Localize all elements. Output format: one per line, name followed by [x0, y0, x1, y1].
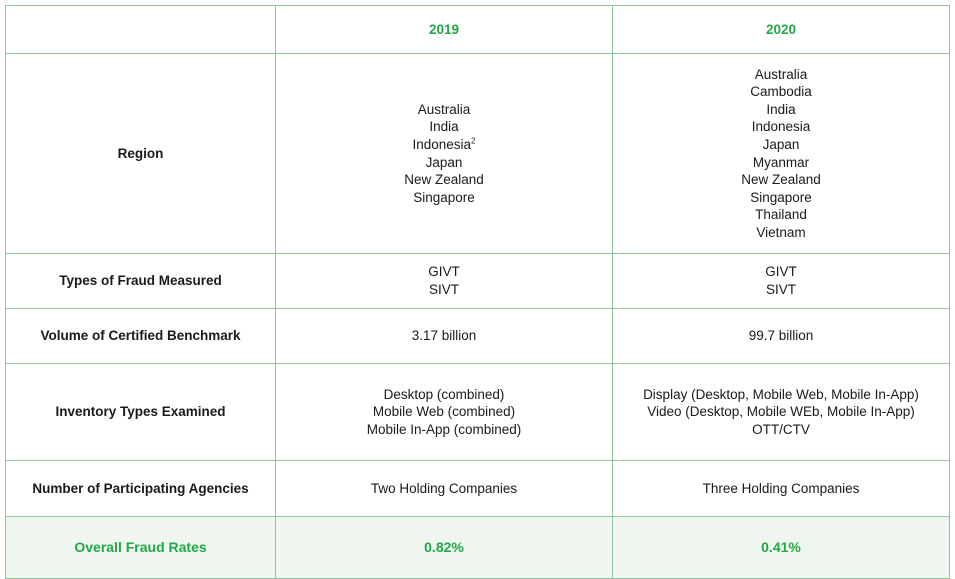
- agencies-row: Number of Participating Agencies Two Hol…: [5, 460, 950, 517]
- inventory-item: Video (Desktop, Mobile WEb, Mobile In-Ap…: [647, 404, 915, 420]
- fraud-types-label: Types of Fraud Measured: [5, 253, 276, 309]
- region-2020-item: Australia: [754, 66, 808, 82]
- footnote-marker: 2: [471, 136, 476, 146]
- column-header-2019: 2019: [275, 5, 613, 54]
- volume-2020-cell: 99.7 billion: [612, 308, 950, 364]
- region-2019-item: Japan: [425, 154, 463, 170]
- header-row: 2019 2020: [5, 5, 950, 54]
- region-2019-item: New Zealand: [404, 172, 484, 188]
- fraud-types-2019-cell: GIVT SIVT: [275, 253, 613, 309]
- overall-fraud-row: Overall Fraud Rates 0.82% 0.41%: [5, 516, 950, 579]
- volume-row: Volume of Certified Benchmark 3.17 billi…: [5, 308, 950, 364]
- region-2019-item: Australia: [417, 101, 471, 117]
- region-2020-cell: Australia Cambodia India Indonesia Japan…: [612, 53, 950, 254]
- region-row: Region Australia India Indonesia2 Japan …: [5, 53, 950, 254]
- region-2020-item: India: [766, 101, 796, 117]
- volume-2019-cell: 3.17 billion: [275, 308, 613, 364]
- region-2020-item: Singapore: [750, 189, 812, 205]
- inventory-item: Mobile In-App (combined): [366, 421, 522, 437]
- agencies-2019-cell: Two Holding Companies: [275, 460, 613, 517]
- region-2020-item: Indonesia: [751, 119, 811, 135]
- region-2019-item: India: [429, 119, 459, 135]
- inventory-2019-cell: Desktop (combined) Mobile Web (combined)…: [275, 363, 613, 461]
- inventory-2020-cell: Display (Desktop, Mobile Web, Mobile In-…: [612, 363, 950, 461]
- inventory-row: Inventory Types Examined Desktop (combin…: [5, 363, 950, 461]
- overall-fraud-2020-cell: 0.41%: [612, 516, 950, 579]
- region-2020-item: Vietnam: [756, 224, 806, 240]
- region-2019-item-indonesia: Indonesia2: [412, 136, 476, 152]
- inventory-label: Inventory Types Examined: [5, 363, 276, 461]
- agencies-label: Number of Participating Agencies: [5, 460, 276, 517]
- column-header-2020: 2020: [612, 5, 950, 54]
- region-2020-item: Thailand: [755, 207, 807, 223]
- overall-fraud-2019-cell: 0.82%: [275, 516, 613, 579]
- agencies-2020-cell: Three Holding Companies: [612, 460, 950, 517]
- fraud-type-item: SIVT: [428, 282, 459, 297]
- fraud-type-item: GIVT: [428, 264, 460, 280]
- fraud-type-item: GIVT: [765, 264, 797, 280]
- comparison-table: 2019 2020 Region Australia India Indones…: [5, 5, 950, 579]
- inventory-item: Display (Desktop, Mobile Web, Mobile In-…: [643, 386, 919, 402]
- region-2020-item: Japan: [762, 136, 800, 152]
- fraud-types-2020-cell: GIVT SIVT: [612, 253, 950, 309]
- region-2019-cell: Australia India Indonesia2 Japan New Zea…: [275, 53, 613, 254]
- inventory-item: Desktop (combined): [383, 386, 505, 402]
- volume-label: Volume of Certified Benchmark: [5, 308, 276, 364]
- inventory-item: OTT/CTV: [752, 421, 810, 437]
- region-2020-item: New Zealand: [741, 172, 821, 188]
- inventory-item: Mobile Web (combined): [372, 404, 516, 420]
- overall-fraud-label: Overall Fraud Rates: [5, 516, 276, 579]
- region-2020-item: Myanmar: [752, 154, 810, 170]
- fraud-types-row: Types of Fraud Measured GIVT SIVT GIVT S…: [5, 253, 950, 309]
- region-label: Region: [5, 53, 276, 254]
- fraud-type-item: SIVT: [765, 282, 796, 297]
- region-2019-item: Singapore: [413, 189, 475, 205]
- empty-corner-cell: [5, 5, 276, 54]
- region-2020-item: Cambodia: [750, 84, 812, 100]
